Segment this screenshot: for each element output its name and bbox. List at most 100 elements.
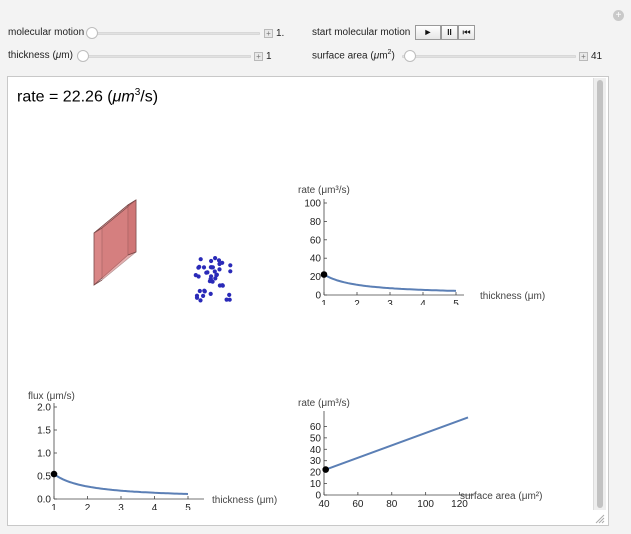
surface-area-slider[interactable]: [402, 50, 576, 62]
y-tick-label: 100: [304, 199, 321, 210]
molecule-dot: [228, 269, 233, 274]
molecule-dot: [198, 298, 203, 303]
x-tick-label: 1: [51, 503, 57, 510]
molecule-dot: [220, 283, 225, 288]
x-tick-label: 80: [386, 499, 398, 510]
molecule-dot: [216, 258, 222, 263]
thickness-value: 1: [266, 51, 272, 62]
x-tick-label: 100: [417, 499, 434, 510]
molecule-dot: [217, 267, 222, 272]
molecule-dot: [209, 274, 214, 279]
y-tick-label: 20: [310, 468, 322, 479]
x-tick-label: 1: [321, 299, 327, 305]
y-axis-label: flux (μm/s): [28, 391, 75, 402]
y-tick-label: 1.0: [37, 449, 51, 460]
rate-readout-mu: μ: [112, 88, 122, 106]
slider-thumb[interactable]: [77, 50, 89, 62]
molecule-dot: [213, 256, 218, 261]
y-tick-label: 0: [315, 491, 321, 502]
surface-area-label-end: ): [391, 50, 395, 62]
thickness-label-text: thickness (: [8, 50, 56, 61]
y-tick-label: 40: [310, 254, 322, 265]
y-tick-label: 0.0: [37, 495, 51, 506]
x-tick-label: 4: [420, 299, 426, 305]
molecule-dot: [193, 273, 198, 278]
molecule-dot: [228, 263, 233, 268]
play-button[interactable]: ►: [415, 25, 441, 40]
molecule-dot: [198, 257, 203, 262]
plus-icon[interactable]: +: [613, 10, 624, 21]
surface-area-label-text: surface area (: [312, 50, 374, 62]
x-tick-label: 3: [387, 299, 393, 305]
molecule-dot: [214, 272, 219, 277]
y-tick-label: 30: [310, 456, 322, 467]
x-tick-label: 4: [152, 503, 158, 510]
y-tick-label: 60: [310, 235, 322, 246]
slider-track: [86, 32, 260, 35]
surface-area-value: 41: [591, 51, 603, 62]
molecule-dot: [204, 270, 209, 275]
slider-track: [77, 55, 251, 58]
current-value-marker: [320, 271, 328, 278]
slider-thumb[interactable]: [86, 27, 98, 39]
y-tick-label: 50: [310, 433, 322, 444]
reset-button[interactable]: ⏮: [458, 25, 475, 40]
pause-button[interactable]: II: [441, 25, 458, 40]
y-tick-label: 0.5: [37, 472, 51, 483]
output-panel: [7, 76, 609, 526]
molecule-dot: [208, 291, 213, 296]
molecule-dot: [194, 295, 200, 300]
molecule-dot: [201, 293, 206, 298]
x-tick-label: 2: [354, 299, 360, 305]
x-axis-label: thickness (μm): [212, 495, 277, 506]
start-molecular-motion-label: start molecular motion: [312, 27, 411, 38]
current-value-marker: [322, 466, 329, 473]
series-line: [325, 416, 469, 471]
y-axis-label: rate (μm³/s): [298, 185, 350, 196]
thickness-slider[interactable]: [77, 50, 251, 62]
surface-area-plus-icon[interactable]: +: [579, 52, 588, 61]
y-tick-label: 1.5: [37, 426, 51, 437]
rate-vs-thickness-chart: 0 20 40 60 80 100 1 2 3 4 5 rate (μm³/s) thickness (…: [298, 185, 545, 305]
molecular-motion-slider[interactable]: [86, 27, 260, 39]
molecule-dot: [213, 276, 218, 281]
series-line: [53, 473, 189, 495]
x-tick-label: 120: [451, 499, 468, 510]
thickness-label-mu: μ: [55, 50, 62, 61]
molecule-dot: [197, 264, 202, 269]
rate-readout-sup: 3: [134, 87, 141, 98]
molecular-motion-plus-icon[interactable]: +: [264, 29, 273, 38]
membrane-slab-graphic: [93, 199, 137, 286]
vertical-scrollbar[interactable]: [593, 78, 606, 510]
x-axis-label: thickness (μm): [480, 291, 545, 302]
surface-area-label-m: m: [379, 50, 388, 62]
scrollbar-thumb[interactable]: [597, 80, 603, 508]
x-axis-label: surface area (μm²): [460, 491, 542, 502]
molecule-dot: [201, 265, 207, 270]
x-tick-label: 2: [85, 503, 91, 510]
rate-readout-prefix: rate = 22.26 (: [17, 88, 113, 106]
molecule-dot: [220, 260, 225, 265]
thickness-label: thickness (μm): [8, 50, 73, 61]
molecule-dot: [227, 297, 232, 302]
rate-readout-m: m: [121, 88, 135, 106]
y-tick-label: 80: [310, 217, 322, 228]
molecule-dot: [212, 269, 217, 274]
flux-vs-thickness-chart: 0.0 0.5 1.0 1.5 2.0 1 2 3 4 5 flux (μm/s) thickness…: [28, 391, 277, 510]
slab-edge: [127, 251, 137, 256]
series-line: [323, 273, 457, 292]
surface-area-label: surface area (μm2): [312, 49, 395, 61]
rate-readout-suffix: /s): [140, 88, 159, 106]
slider-track: [402, 55, 576, 58]
molecule-dot: [202, 288, 207, 293]
thickness-plus-icon[interactable]: +: [254, 52, 263, 61]
slider-thumb[interactable]: [404, 50, 416, 62]
surface-area-label-mu: μ: [373, 50, 380, 62]
molecule-cloud-graphic: [193, 256, 233, 303]
x-tick-label: 60: [352, 499, 364, 510]
resize-grip-icon[interactable]: [593, 513, 605, 524]
current-value-marker: [50, 470, 58, 478]
slab-edge: [93, 279, 103, 286]
thickness-label-end: m): [61, 50, 73, 61]
